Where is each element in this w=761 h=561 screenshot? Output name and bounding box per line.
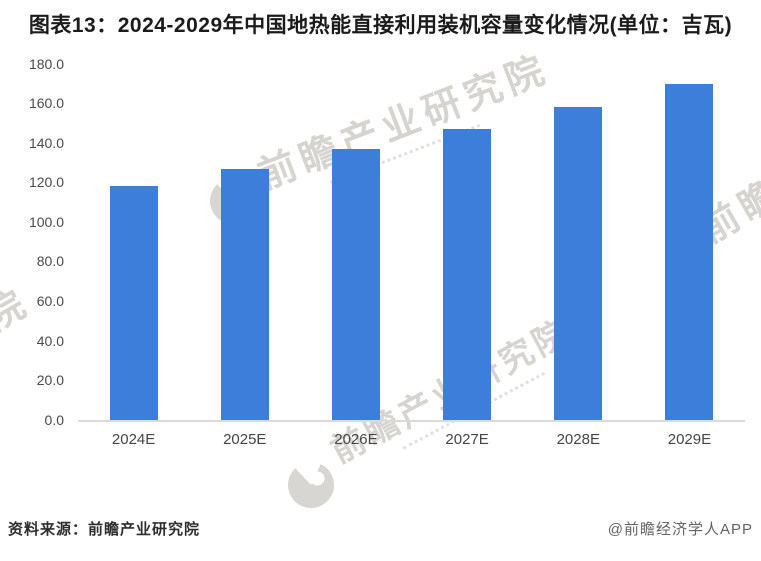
y-tick-label: 160.0: [28, 95, 64, 112]
x-tick-label: 2029E: [667, 430, 712, 448]
credit-text: @前瞻经济学人APP: [607, 521, 753, 538]
bar-2028E: [554, 107, 603, 420]
watermark-logo-icon: [288, 462, 334, 508]
y-tick-label: 180.0: [28, 55, 64, 72]
y-tick-label: 100.0: [28, 213, 64, 230]
bar-2026E: [331, 148, 380, 420]
bar-2025E: [220, 168, 269, 420]
footer: 资料来源：前瞻产业研究院 @前瞻经济学人APP: [0, 518, 761, 539]
y-tick-label: 80.0: [36, 253, 64, 270]
bar-slot: [523, 64, 634, 420]
bar-2029E: [665, 83, 714, 420]
x-tick-label: 2025E: [223, 430, 267, 448]
y-axis: 0.0 20.0 40.0 60.0 80.0 100.0 120.0 140.0 160.0 1…: [0, 56, 78, 428]
bar-chart: 0.0 20.0 40.0 60.0 80.0 100.0 120.0 140.0 160.0 1…: [0, 56, 761, 448]
y-tick-label: 0.0: [44, 411, 64, 428]
x-tick-label: 2028E: [556, 430, 600, 448]
y-tick-label: 40.0: [36, 332, 64, 349]
bar-2024E: [109, 186, 158, 420]
x-tick-label: 2024E: [111, 430, 156, 448]
x-axis: 2024E 2025E 2026E 2027E 2028E 2029E: [78, 422, 745, 448]
y-tick-label: 20.0: [36, 372, 64, 389]
source-text: 资料来源：前瞻产业研究院: [8, 521, 201, 538]
bar-2027E: [443, 129, 492, 420]
bar-slot: [412, 64, 523, 420]
chart-title: 图表13：2024-2029年中国地热能直接利用装机容量变化情况(单位：吉瓦): [28, 14, 733, 37]
bar-slot: [78, 64, 189, 420]
y-tick-label: 120.0: [28, 174, 64, 191]
y-tick-label: 140.0: [28, 134, 64, 151]
bar-slot: [300, 64, 411, 420]
plot-area: [78, 64, 745, 422]
x-tick-label: 2026E: [334, 430, 378, 448]
bar-slot: [634, 64, 745, 420]
x-tick-label: 2027E: [445, 430, 489, 448]
plot-row: 0.0 20.0 40.0 60.0 80.0 100.0 120.0 140.0 160.0 1…: [0, 56, 761, 428]
bar-slot: [189, 64, 300, 420]
y-tick-label: 60.0: [36, 293, 64, 310]
